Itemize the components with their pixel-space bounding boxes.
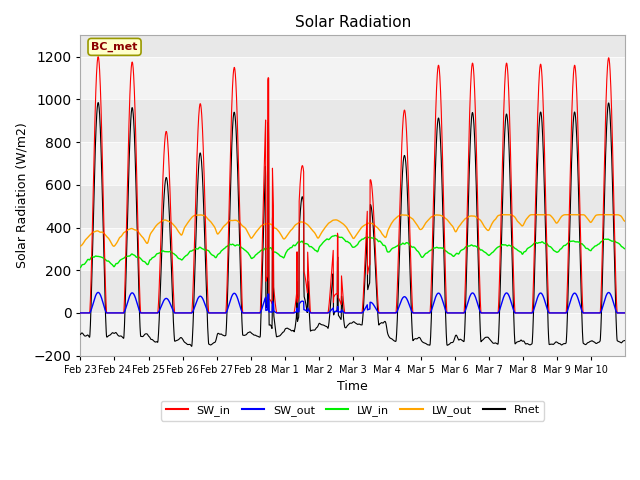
Bar [81,57,625,99]
Text: BC_met: BC_met [92,42,138,52]
Bar [81,313,625,356]
Y-axis label: Solar Radiation (W/m2): Solar Radiation (W/m2) [15,122,28,268]
X-axis label: Time: Time [337,380,368,393]
Bar [81,228,625,270]
Legend: SW_in, SW_out, LW_in, LW_out, Rnet: SW_in, SW_out, LW_in, LW_out, Rnet [161,401,545,420]
Title: Solar Radiation: Solar Radiation [294,15,411,30]
Bar [81,142,625,185]
